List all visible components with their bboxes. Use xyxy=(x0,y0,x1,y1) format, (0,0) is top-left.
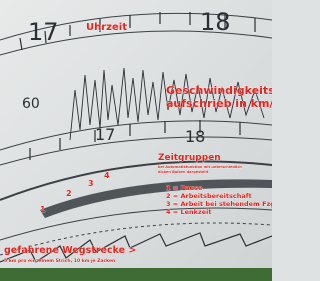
hour-label: 17 xyxy=(28,18,59,46)
marker: 1 xyxy=(40,205,46,214)
marker: 3 xyxy=(88,179,94,188)
groups-legend: 3 = Arbeit bei stehendem Fzg xyxy=(166,200,272,208)
distance-note: 5 km pro einzelnem Strich, 10 km je Zack… xyxy=(4,258,115,264)
marker: 2 xyxy=(66,189,72,198)
time-annotation: Uhrzeit xyxy=(86,22,127,33)
hour-label: 18 xyxy=(185,127,205,146)
groups-legend: 4 = Lenkzeit xyxy=(166,208,212,216)
groups-legend: 2 = Arbeitsbereitschaft xyxy=(166,192,252,200)
groups-note: dicken Balken dargestellt xyxy=(158,170,209,174)
distance-title: gefahrene Wegstrecke > xyxy=(4,245,136,256)
groups-title: Zeitgruppen xyxy=(158,153,221,163)
speed-annotation: aufschrieb in km/h xyxy=(166,97,272,110)
speed-label: 60 xyxy=(22,96,40,112)
hour-label: 18 xyxy=(200,8,231,36)
speed-annotation: Geschwindigkeits- xyxy=(166,84,272,97)
marker: 4 xyxy=(104,171,110,180)
groups-legend: 1 = Pause xyxy=(166,184,203,192)
green-strip xyxy=(0,268,272,281)
groups-note: bei Automatikfunktion mit unterschiedlic… xyxy=(158,165,242,169)
tachograph-photo: 17 18 60 17 18 1 2 3 4 Uhrzeit Geschwind… xyxy=(0,0,272,281)
hour-label: 17 xyxy=(95,125,115,144)
